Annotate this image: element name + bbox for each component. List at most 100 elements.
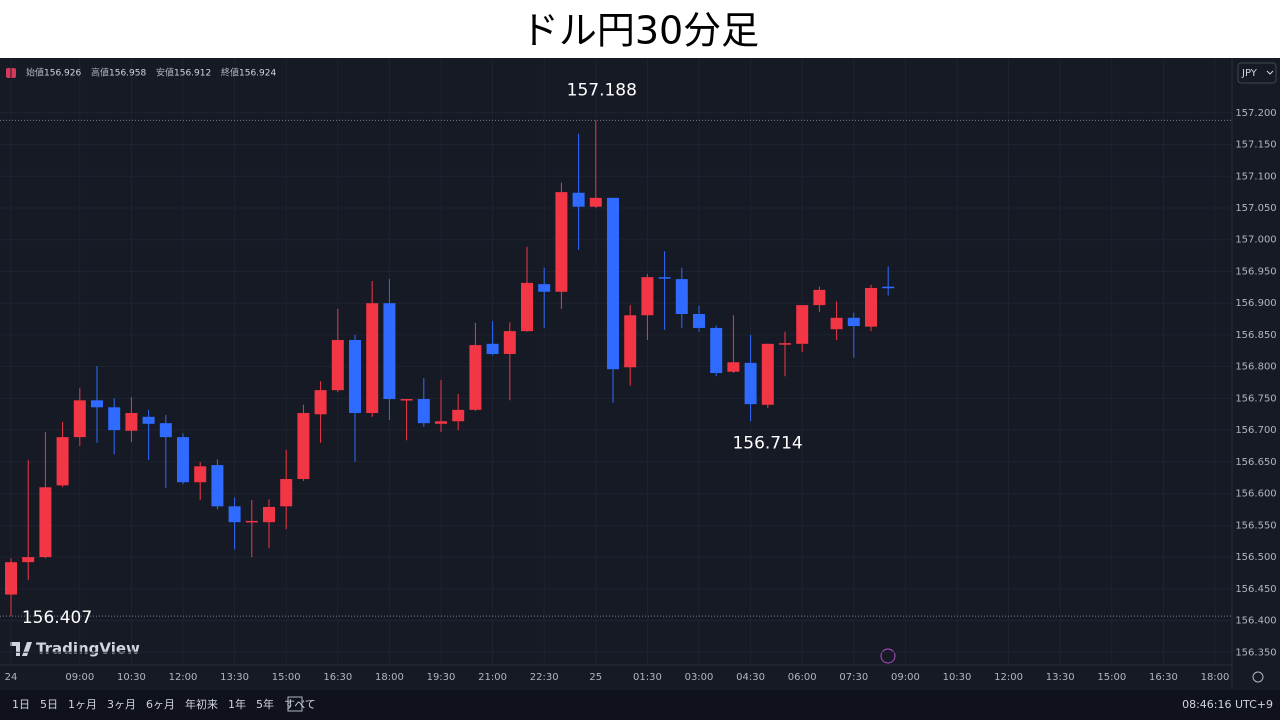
candle-body [331, 340, 344, 391]
y-tick-label: 157.050 [1235, 203, 1276, 214]
candle-body [847, 317, 860, 327]
y-tick-label: 157.100 [1235, 171, 1276, 182]
ohlc-label: 終値 [221, 67, 239, 79]
range-button[interactable]: 5日 [40, 698, 58, 711]
candle-body [830, 317, 843, 330]
brand: TradingView [36, 640, 140, 658]
candle-body [469, 345, 482, 410]
clock: 08:46:16 UTC+9 [1182, 698, 1273, 711]
toolbar [0, 690, 1280, 720]
x-tick-label: 09:00 [891, 672, 920, 683]
candle-body [73, 400, 86, 438]
candle-body [400, 399, 413, 401]
candle-body [366, 303, 379, 414]
y-tick-label: 156.950 [1235, 266, 1276, 277]
candle-body [349, 340, 361, 414]
y-tick-label: 156.450 [1235, 584, 1276, 595]
candle-body [641, 277, 654, 316]
candle-body [314, 390, 327, 415]
x-tick-label: 15:00 [272, 672, 301, 683]
y-tick-label: 157.150 [1235, 140, 1276, 151]
x-tick-label: 25 [589, 672, 602, 683]
candle-body [572, 192, 585, 207]
currency[interactable]: JPY [1241, 68, 1258, 79]
range-button[interactable]: すべて [284, 698, 316, 711]
candle-body [589, 197, 602, 207]
candle-body [779, 343, 791, 345]
x-tick-label: 12:00 [994, 672, 1023, 683]
candle-body [882, 286, 895, 289]
candle-body [39, 487, 52, 558]
candle-body [125, 413, 138, 431]
ohlc-value: 156.924 [239, 69, 276, 79]
x-tick-label: 16:30 [323, 672, 352, 683]
x-tick-label: 13:30 [220, 672, 249, 683]
x-tick-label: 18:00 [1201, 672, 1230, 683]
candle-body [503, 331, 516, 354]
candle-body [761, 343, 774, 405]
candle-body [417, 399, 430, 424]
range-button[interactable]: 6ヶ月 [146, 698, 175, 711]
x-tick-label: 12:00 [169, 672, 198, 683]
range-button[interactable]: 5年 [256, 697, 274, 711]
candle-body [280, 479, 293, 507]
y-tick-label: 156.700 [1235, 425, 1276, 436]
candle-body [624, 315, 637, 368]
candle-body [211, 465, 224, 507]
chart-area [0, 58, 1280, 690]
y-tick-label: 156.500 [1235, 552, 1276, 563]
range-button[interactable]: 1年 [228, 697, 246, 711]
range-button[interactable]: 1ヶ月 [68, 698, 97, 711]
candle-body [159, 423, 172, 438]
candle-body [796, 305, 809, 344]
candle-body [538, 284, 551, 292]
candle-body [56, 437, 69, 486]
ohlc-value: 156.926 [44, 69, 81, 79]
y-tick-label: 156.600 [1235, 489, 1276, 500]
candle-body [555, 192, 568, 292]
candle-body [675, 279, 688, 314]
x-tick-label: 13:30 [1046, 672, 1075, 683]
annotation: 156.407 [22, 608, 92, 628]
ohlc-label: 安値 [156, 67, 174, 79]
candle-body [228, 506, 241, 523]
currency-button[interactable] [1237, 62, 1277, 84]
x-tick-label: 21:00 [478, 672, 507, 683]
x-tick-label: 22:30 [530, 672, 559, 683]
date-range-icon[interactable] [287, 696, 303, 712]
x-tick-label: 15:00 [1097, 672, 1126, 683]
dropdown-caret[interactable] [1266, 70, 1274, 75]
x-tick-label: 09:00 [65, 672, 94, 683]
y-tick-label: 156.350 [1235, 647, 1276, 658]
title-band [0, 0, 1280, 58]
alert-icon[interactable] [880, 648, 896, 664]
x-tick-label: 19:30 [427, 672, 456, 683]
annotation: 157.188 [567, 80, 637, 100]
candle-body [521, 282, 533, 332]
candle-body [865, 287, 877, 327]
x-tick-label: 01:30 [633, 672, 662, 683]
candle-body [177, 437, 189, 483]
x-tick-label: 06:00 [788, 672, 817, 683]
candle-body [710, 327, 723, 374]
ohlc-value: 156.912 [174, 69, 211, 79]
x-tick-label: 04:30 [736, 672, 765, 683]
candle-body [91, 400, 103, 408]
ohlc-value: 156.958 [109, 69, 146, 79]
settings-icon[interactable] [1252, 671, 1264, 683]
candle-body [744, 362, 757, 405]
candle-body [142, 416, 155, 424]
x-tick-label: 10:30 [943, 672, 972, 683]
range-button[interactable]: 年初来 [185, 697, 218, 711]
candle-body [5, 562, 17, 595]
range-button[interactable]: 1日 [12, 698, 30, 711]
x-tick-label: 03:00 [685, 672, 714, 683]
candle-body [108, 407, 121, 431]
candle-body [297, 413, 310, 480]
range-button[interactable]: 3ヶ月 [107, 698, 136, 711]
y-tick-label: 156.750 [1235, 393, 1276, 404]
y-tick-label: 157.000 [1235, 235, 1276, 246]
x-tick-label: 07:30 [839, 672, 868, 683]
annotation: 156.714 [732, 433, 802, 453]
